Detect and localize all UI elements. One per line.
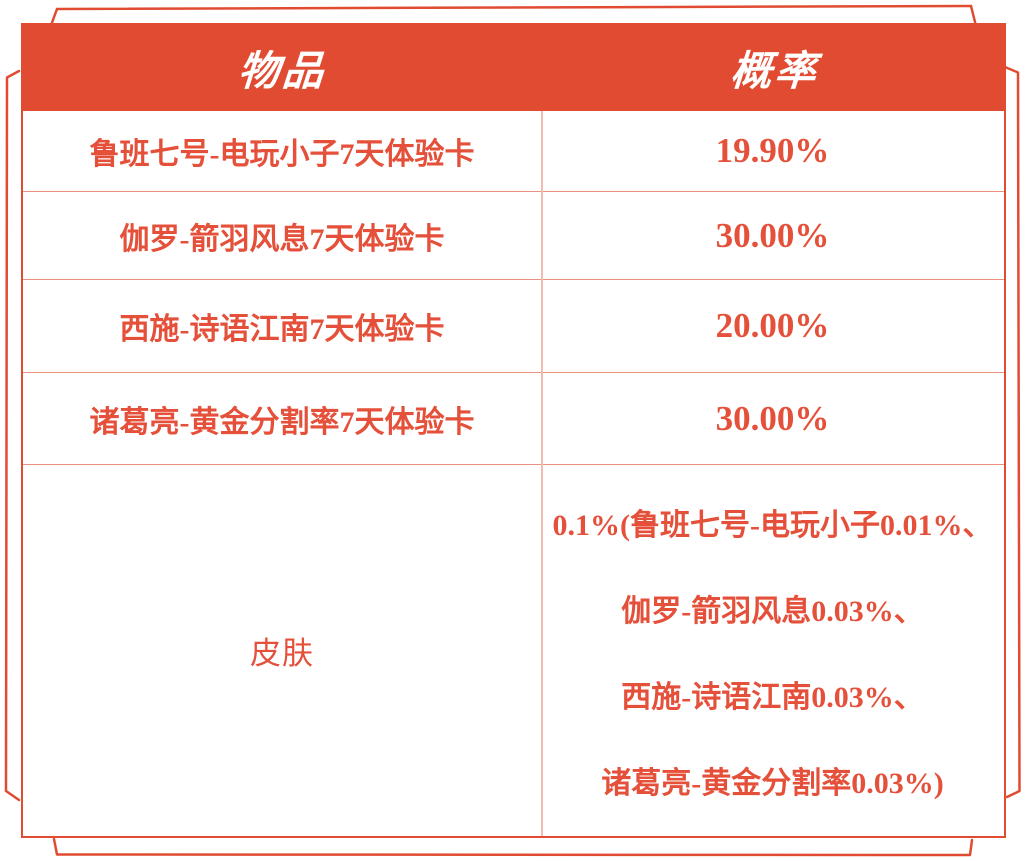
column-header-probability: 概率 <box>729 48 821 94</box>
item-cell: 伽罗-箭羽风息7天体验卡 <box>119 222 445 256</box>
table-row: 鲁班七号-电玩小子7天体验卡 19.90% <box>23 111 1004 192</box>
item-cell: 诸葛亮-黄金分割率7天体验卡 <box>89 405 475 439</box>
item-cell: 鲁班七号-电玩小子7天体验卡 <box>89 138 475 171</box>
frame-top-line <box>55 4 973 11</box>
column-divider <box>541 111 543 836</box>
probability-line: 诸葛亮-黄金分割率0.03%) <box>601 766 944 800</box>
table-row: 伽罗-箭羽风息7天体验卡 30.00% <box>23 192 1004 280</box>
column-header-item: 物品 <box>236 48 328 94</box>
frame-bottom-line <box>52 837 974 857</box>
probability-line: 西施-诗语江南0.03%、 <box>621 680 924 714</box>
item-cell: 西施-诗语江南7天体验卡 <box>119 313 445 346</box>
table-row: 西施-诗语江南7天体验卡 20.00% <box>23 280 1004 373</box>
table-body: 鲁班七号-电玩小子7天体验卡 19.90% 伽罗-箭羽风息7天体验卡 30.00… <box>23 111 1004 836</box>
probability-cell: 19.90% <box>715 131 830 170</box>
table-row: 皮肤 0.1%(鲁班七号-电玩小子0.01%、 伽罗-箭羽风息0.03%、 西施… <box>23 465 1004 836</box>
probability-cell: 30.00% <box>715 398 830 438</box>
frame-right-line <box>1003 65 1021 799</box>
table-row: 诸葛亮-黄金分割率7天体验卡 30.00% <box>23 373 1004 465</box>
probability-line: 伽罗-箭羽风息0.03%、 <box>621 594 924 628</box>
probability-table: 物品 概率 鲁班七号-电玩小子7天体验卡 19.90% 伽罗-箭羽风息7天体验卡… <box>21 23 1006 838</box>
probability-cell: 0.1%(鲁班七号-电玩小子0.01%、 伽罗-箭羽风息0.03%、 西施-诗语… <box>541 465 1004 836</box>
item-cell: 皮肤 <box>250 636 314 671</box>
table-header-row: 物品 概率 <box>21 23 1006 111</box>
frame-top-left-connector <box>50 7 59 26</box>
probability-cell: 30.00% <box>715 215 830 255</box>
frame-left-line <box>4 69 21 802</box>
probability-line: 0.1%(鲁班七号-电玩小子0.01%、 <box>552 508 993 542</box>
frame-top-right-connector <box>969 4 977 26</box>
probability-cell: 20.00% <box>715 306 830 345</box>
